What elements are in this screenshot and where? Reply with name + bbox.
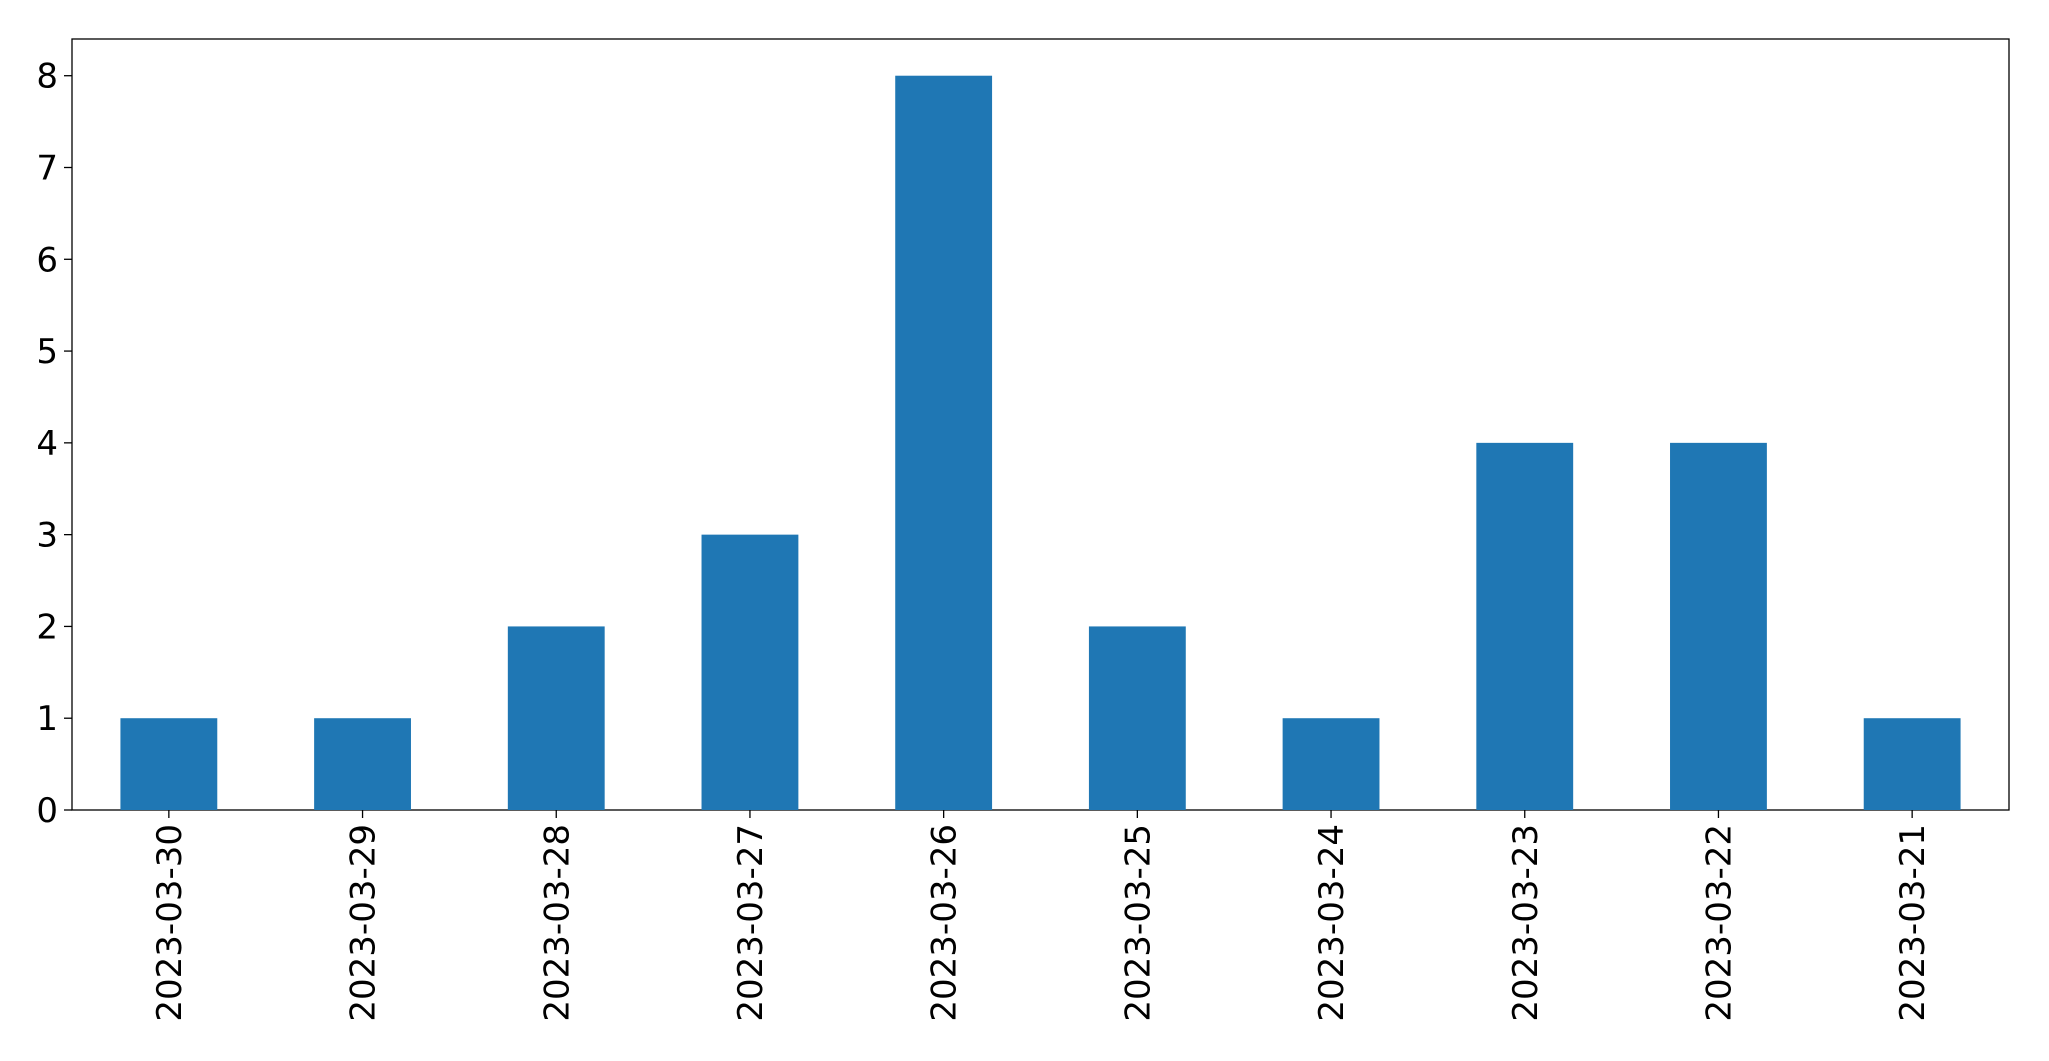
bar (1863, 718, 1961, 810)
x-tick-label: 2023-03-24 (1312, 824, 1352, 1022)
bar (1670, 442, 1767, 810)
y-tick-label: 1 (36, 699, 58, 739)
bar (120, 718, 218, 810)
y-tick-label: 0 (36, 791, 58, 831)
y-tick-label: 2 (36, 607, 58, 647)
x-tick-label: 2023-03-22 (1699, 824, 1739, 1022)
bar (895, 75, 993, 810)
y-tick-label: 4 (36, 424, 58, 464)
bar (1476, 442, 1574, 810)
x-tick-label: 2023-03-25 (1118, 824, 1158, 1022)
x-tick-label: 2023-03-21 (1893, 824, 1933, 1022)
x-tick-label: 2023-03-28 (537, 824, 577, 1022)
axes-frame (71, 38, 2010, 811)
bar (507, 626, 605, 810)
bar (314, 718, 411, 810)
x-tick-label: 2023-03-26 (925, 824, 965, 1022)
x-tick-label: 2023-03-23 (1506, 824, 1546, 1022)
bar (1088, 626, 1186, 810)
y-tick-label: 7 (36, 149, 58, 189)
x-tick-label: 2023-03-27 (731, 824, 771, 1022)
bar (1282, 718, 1380, 810)
y-tick-label: 6 (36, 240, 58, 280)
y-tick-label: 8 (36, 57, 58, 97)
y-tick-label: 5 (36, 332, 58, 372)
x-tick-label: 2023-03-29 (344, 824, 384, 1022)
y-tick-label: 3 (36, 516, 58, 556)
x-tick-label: 2023-03-30 (150, 824, 190, 1022)
bar (701, 534, 799, 810)
